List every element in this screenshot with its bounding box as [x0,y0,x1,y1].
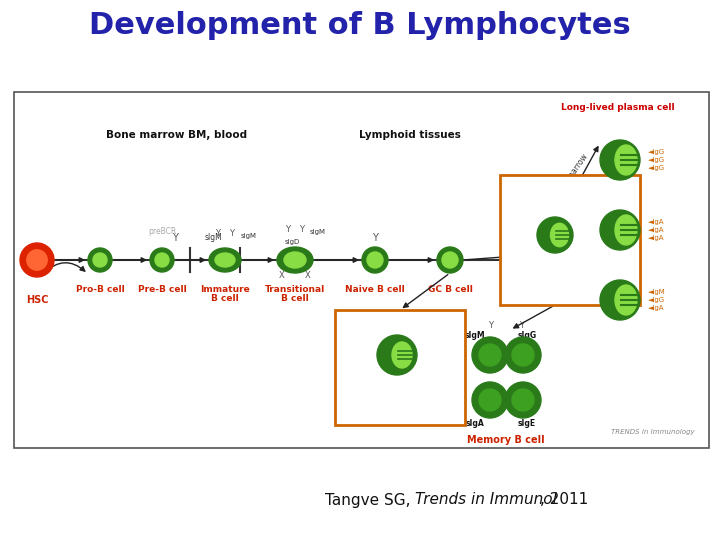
Text: Pre-B cell: Pre-B cell [138,285,186,294]
Text: Spl nd pulp: Spl nd pulp [554,258,586,298]
Text: Transitional: Transitional [265,285,325,294]
Text: ◄IgG: ◄IgG [648,297,665,303]
Text: TRENDS in Immunology: TRENDS in Immunology [611,429,695,435]
Circle shape [362,247,388,273]
Ellipse shape [284,252,306,268]
Text: Plasmablast: Plasmablast [366,390,428,399]
Text: preBCR: preBCR [148,227,176,237]
Circle shape [377,335,417,375]
Text: Tangve SG,: Tangve SG, [325,492,415,508]
Circle shape [512,389,534,411]
Text: sIgM: sIgM [204,233,222,242]
Text: ◄IgG: ◄IgG [648,165,665,171]
Text: HSC: HSC [26,295,48,305]
Ellipse shape [277,247,313,273]
Text: Lymphoid tissues: Lymphoid tissues [359,130,461,140]
Text: Y: Y [300,226,305,234]
Text: Plasmablast: Plasmablast [524,285,586,294]
Text: Pro-B cell: Pro-B cell [76,285,125,294]
Text: Naive B cell: Naive B cell [345,285,405,294]
Ellipse shape [615,145,637,175]
Bar [335,310,465,425]
Circle shape [505,337,541,373]
Text: ◄IgA: ◄IgA [648,227,665,233]
Text: BM, blood: BM, blood [189,130,248,140]
Text: MALT: MALT [567,226,593,234]
Text: sIgM: sIgM [464,330,485,340]
Circle shape [442,252,458,268]
Circle shape [600,210,640,250]
Circle shape [367,252,383,268]
Text: ◄IgA: ◄IgA [648,219,665,225]
Circle shape [600,280,640,320]
Text: ◄IgM: ◄IgM [648,289,666,295]
Text: Y: Y [488,321,493,330]
Text: , 2011: , 2011 [540,492,588,508]
Circle shape [437,247,463,273]
Text: GC B cell: GC B cell [428,285,472,294]
Text: ◄IgA: ◄IgA [648,305,665,311]
Circle shape [479,389,501,411]
Circle shape [27,250,48,270]
Text: Y: Y [230,230,235,239]
Text: Y: Y [520,321,524,330]
Text: Development of B Lymphocytes: Development of B Lymphocytes [89,11,631,40]
Circle shape [479,344,501,366]
Text: sIgM: sIgM [241,233,257,239]
Text: ◄IgG: ◄IgG [648,149,665,155]
Text: X: X [279,272,285,280]
Text: Y: Y [172,233,178,243]
Text: sIgA: sIgA [466,418,485,428]
Text: B cell: B cell [281,294,309,303]
Text: B cell: B cell [211,294,239,303]
Circle shape [472,337,508,373]
Ellipse shape [615,215,637,245]
Circle shape [512,344,534,366]
Ellipse shape [215,253,235,267]
Text: sIgG: sIgG [518,330,536,340]
Bar [14,92,709,448]
Text: Y: Y [215,230,220,239]
Ellipse shape [209,248,241,272]
Text: Trends in Immunol: Trends in Immunol [415,492,557,508]
Text: Memory B cell: Memory B cell [467,435,545,445]
Text: sIgE: sIgE [518,418,536,428]
Ellipse shape [615,285,637,315]
Circle shape [505,382,541,418]
Circle shape [93,253,107,267]
Circle shape [88,248,112,272]
Circle shape [150,248,174,272]
Text: Y: Y [372,233,378,243]
Circle shape [155,253,169,267]
Text: X: X [305,272,311,280]
Bar [500,175,640,305]
Circle shape [20,243,54,277]
Text: Bone marrow: Bone marrow [106,130,184,140]
Text: ◄IgA: ◄IgA [648,235,665,241]
Text: sIgM: sIgM [310,229,326,235]
Text: Long-lived plasma cell: Long-lived plasma cell [561,104,675,112]
Text: (short-lived): (short-lived) [365,401,428,410]
Ellipse shape [392,342,412,368]
Text: sIgD: sIgD [285,239,300,245]
Text: Immature: Immature [200,285,250,294]
Circle shape [537,217,573,253]
Ellipse shape [551,224,569,247]
Text: ◄IgG: ◄IgG [648,157,665,163]
Circle shape [472,382,508,418]
Text: Y: Y [286,226,290,234]
Circle shape [600,140,640,180]
Text: Bone marrow: Bone marrow [554,153,590,199]
